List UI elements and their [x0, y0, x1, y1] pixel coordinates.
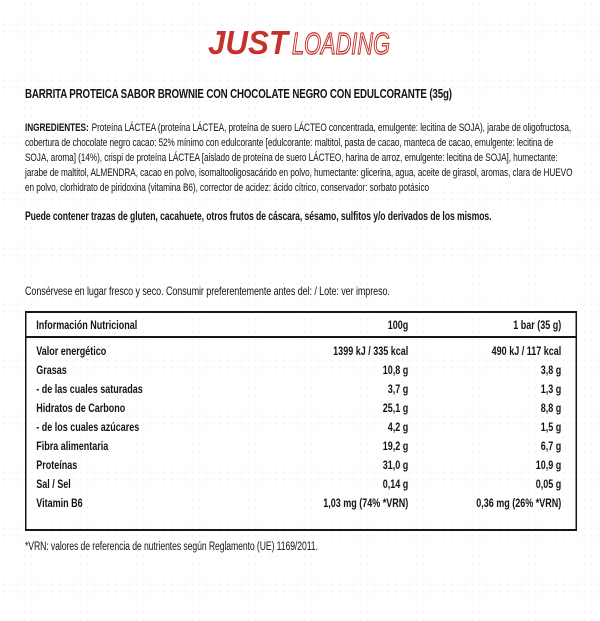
brand-logo-graphic: JUST LOADING [208, 24, 391, 62]
nutrition-cell-label: Fibra alimentaria [36, 438, 109, 453]
nutrition-cell-per-100g: 10,8 g [382, 362, 409, 377]
nutrition-header-per-bar: 1 bar (35 g) [513, 317, 562, 332]
nutrition-row: Grasas 10,8 g 3,8 g [27, 360, 576, 379]
nutrition-header-title: Información Nutricional [36, 317, 138, 332]
nutrition-cell-label: Sal / Sel [36, 476, 71, 491]
ingredients-label: INGREDIENTES: [25, 122, 89, 134]
vrn-footnote: *VRN: valores de referencia de nutriente… [25, 541, 318, 553]
ingredients-paragraph: INGREDIENTES: Proteína LÁCTEA (proteína L… [25, 121, 577, 196]
nutrition-cell-per-100g: 31,0 g [382, 457, 409, 472]
nutrition-cell-per-bar: 0,36 mg (26% *VRN) [476, 495, 562, 510]
nutrition-cell-per-100g: 3,7 g [387, 381, 409, 396]
nutrition-row: Vitamin B6 1,03 mg (74% *VRN) 0,36 mg (26%… [27, 493, 576, 512]
nutrition-cell-label: Vitamin B6 [36, 495, 83, 510]
label-content: BARRITA PROTEICA SABOR BROWNIE CON CHOCO… [25, 86, 577, 553]
nutrition-table: Información Nutricional 100g 1 bar (35 g… [25, 311, 577, 531]
nutrition-row: Valor energético 1399 kJ / 335 kcal 490 kJ… [27, 341, 576, 360]
logo-just-text: JUST [208, 24, 291, 61]
brand-logo: JUST LOADING [0, 21, 600, 65]
nutrition-cell-per-100g: 25,1 g [382, 400, 409, 415]
nutrition-row: - de las cuales saturadas 3,7 g 1,3 g [27, 379, 576, 398]
allergen-notice: Puede contener trazas de gluten, cacahue… [25, 211, 492, 223]
nutrition-table-body: Valor energético 1399 kJ / 335 kcal 490 kJ… [27, 338, 576, 529]
nutrition-cell-label: Hidratos de Carbono [36, 400, 126, 415]
nutrition-header-per-100g: 100g [387, 317, 409, 332]
nutrition-cell-label: Valor energético [36, 343, 107, 358]
nutrition-cell-label: Grasas [36, 362, 67, 377]
nutrition-cell-per-100g: 1,03 mg (74% *VRN) [323, 495, 409, 510]
nutrition-cell-per-bar: 0,05 g [535, 476, 562, 491]
nutrition-cell-per-bar: 1,3 g [540, 381, 562, 396]
nutrition-cell-per-100g: 0,14 g [382, 476, 409, 491]
ingredients-text: Proteína LÁCTEA (proteína LÁCTEA, proteí… [25, 122, 573, 194]
nutrition-row: Fibra alimentaria 19,2 g 6,7 g [27, 436, 576, 455]
nutrition-cell-label: - de las cuales saturadas [36, 381, 143, 396]
nutrition-cell-per-100g: 4,2 g [387, 419, 409, 434]
nutrition-cell-per-bar: 10,9 g [535, 457, 562, 472]
storage-notice: Consérvese en lugar fresco y seco. Consu… [25, 284, 390, 298]
nutrition-cell-label: - de los cuales azúcares [36, 419, 140, 434]
product-title: BARRITA PROTEICA SABOR BROWNIE CON CHOCO… [25, 86, 452, 101]
nutrition-cell-per-bar: 490 kJ / 117 kcal [491, 343, 562, 358]
nutrition-cell-per-bar: 3,8 g [540, 362, 562, 377]
nutrition-row: Proteínas 31,0 g 10,9 g [27, 455, 576, 474]
nutrition-row: Hidratos de Carbono 25,1 g 8,8 g [27, 398, 576, 417]
nutrition-cell-label: Proteínas [36, 457, 78, 472]
nutrition-cell-per-bar: 6,7 g [540, 438, 562, 453]
logo-loading-text: LOADING [292, 26, 390, 61]
nutrition-cell-per-100g: 19,2 g [382, 438, 409, 453]
nutrition-table-header-row: Información Nutricional 100g 1 bar (35 g… [26, 313, 576, 338]
nutrition-row: Sal / Sel 0,14 g 0,05 g [27, 474, 576, 493]
nutrition-cell-per-bar: 8,8 g [540, 400, 562, 415]
nutrition-cell-per-bar: 1,5 g [540, 419, 562, 434]
nutrition-cell-per-100g: 1399 kJ / 335 kcal [333, 343, 409, 358]
nutrition-row: - de los cuales azúcares 4,2 g 1,5 g [27, 417, 576, 436]
